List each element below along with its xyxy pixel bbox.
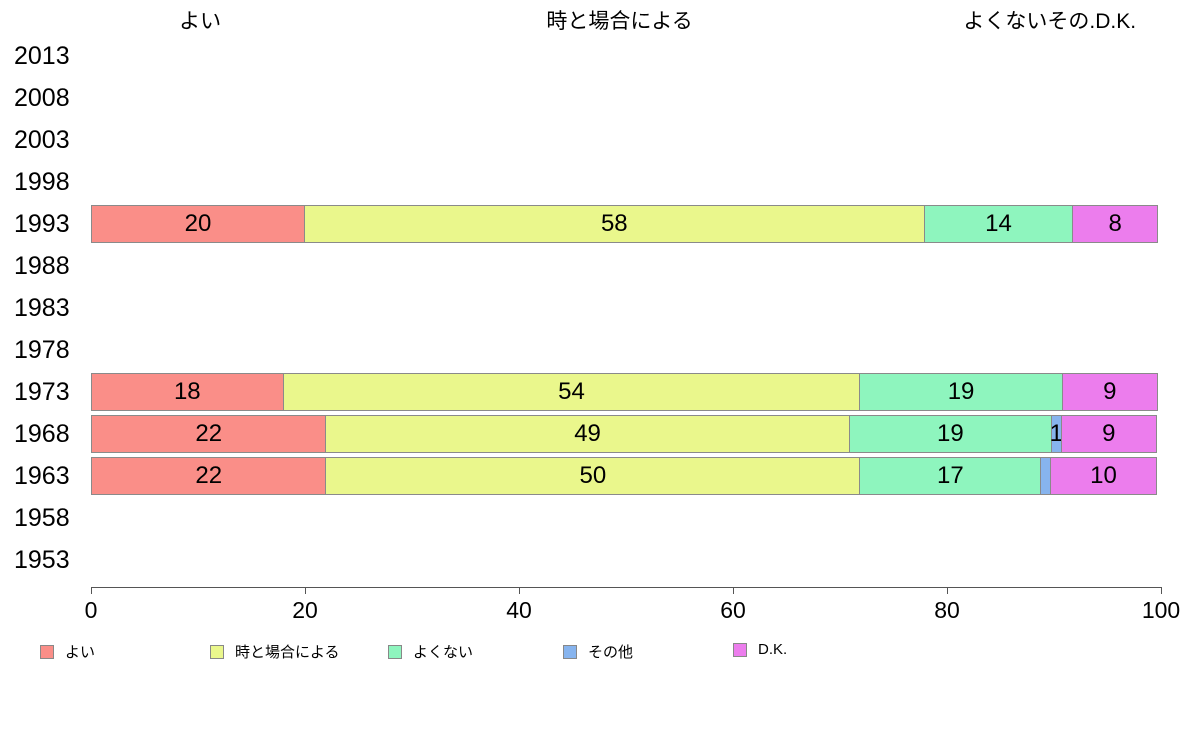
x-tick-label: 100 <box>1141 597 1181 623</box>
legend-swatch <box>733 642 747 657</box>
bar-segment: 49 <box>325 415 850 453</box>
legend-label: よい <box>65 644 96 661</box>
segment-value: 54 <box>558 378 585 405</box>
bar-segment: 20 <box>91 205 305 243</box>
bar-segment: 8 <box>1072 205 1158 243</box>
column-header: 時と場合による <box>546 10 693 33</box>
year-label: 2008 <box>14 84 70 112</box>
segment-value: 50 <box>579 462 607 489</box>
year-label: 1963 <box>14 462 70 490</box>
bar-segment: 22 <box>91 457 327 495</box>
column-header: よくないその.D.K. <box>963 10 1137 33</box>
year-label: 1993 <box>14 210 70 238</box>
x-axis-line <box>91 587 1161 588</box>
year-label: 1968 <box>14 420 70 448</box>
segment-value: 19 <box>936 420 964 447</box>
segment-value: 19 <box>947 378 975 405</box>
bar-row: 20 58 14 8 <box>91 205 1161 243</box>
bar-segment: 9 <box>1061 373 1158 411</box>
bar-segment: 14 <box>923 205 1074 243</box>
year-label: 2003 <box>14 126 70 154</box>
plot-area: 20 58 14 8 18 54 19 9 22 49 19 1 9 22 50 17 10 <box>91 35 1161 581</box>
bar-segment: 18 <box>91 373 284 411</box>
x-axis: 0 20 40 60 80 100 <box>85 587 1180 627</box>
bar-segment: 10 <box>1049 457 1157 495</box>
legend-label: その他 <box>588 644 634 661</box>
legend-swatch <box>210 644 224 659</box>
legend-item: その他 <box>563 641 633 662</box>
segment-value: 1 <box>1049 420 1064 447</box>
legend-swatch <box>388 644 402 659</box>
x-tick-label: 40 <box>506 597 532 623</box>
legend-swatch <box>563 644 577 659</box>
bar-segment: 19 <box>848 415 1052 453</box>
bar-segment: 58 <box>304 205 925 243</box>
segment-value: 9 <box>1102 420 1116 447</box>
legend-item: よくない <box>388 641 473 662</box>
bar-row: 18 54 19 9 <box>91 373 1161 411</box>
bar-segment: 54 <box>282 373 861 411</box>
year-label: 1953 <box>14 546 70 574</box>
x-tick-label: 60 <box>720 597 746 623</box>
segment-value: 58 <box>600 210 628 237</box>
legend-label: 時と場合による <box>235 644 340 661</box>
bar-row: 22 50 17 10 <box>91 457 1161 495</box>
year-label: 1958 <box>14 504 70 532</box>
year-label: 1978 <box>14 336 70 364</box>
segment-value: 14 <box>985 210 1012 237</box>
bar-segment: 22 <box>91 415 327 453</box>
year-label: 1988 <box>14 252 70 280</box>
year-label: 2013 <box>14 42 70 70</box>
legend-item: D.K. <box>733 641 787 658</box>
legend-item: 時と場合による <box>210 641 340 662</box>
x-tick-label: 0 <box>84 597 98 623</box>
segment-value: 8 <box>1108 210 1122 237</box>
bar-segment: 9 <box>1060 415 1157 453</box>
x-tick-mark <box>1161 587 1162 594</box>
segment-value: 10 <box>1090 462 1117 489</box>
segment-value: 49 <box>574 420 601 447</box>
bar-row: 22 49 19 1 9 <box>91 415 1161 453</box>
legend-label: よくない <box>413 644 474 661</box>
segment-value: 18 <box>173 378 201 405</box>
segment-value: 20 <box>184 210 212 237</box>
legend-item: よい <box>40 641 95 662</box>
x-tick-mark <box>91 587 92 594</box>
x-tick-mark <box>733 587 734 594</box>
segment-value: 22 <box>195 420 223 447</box>
x-tick-mark <box>947 587 948 594</box>
segment-value: 22 <box>195 462 223 489</box>
bar-segment: 50 <box>325 457 861 495</box>
x-tick-label: 80 <box>934 597 960 623</box>
segment-value: 9 <box>1103 378 1117 405</box>
column-header: よい <box>179 10 222 33</box>
x-tick-mark <box>305 587 306 594</box>
x-tick-mark <box>519 587 520 594</box>
segment-value: 17 <box>936 462 964 489</box>
bar-segment: 17 <box>859 457 1042 495</box>
x-tick-label: 20 <box>292 597 318 623</box>
year-label: 1998 <box>14 168 70 196</box>
bar-segment: 19 <box>859 373 1063 411</box>
legend-label: D.K. <box>758 641 788 658</box>
year-label: 1983 <box>14 294 70 322</box>
year-label: 1973 <box>14 378 70 406</box>
legend-swatch <box>40 644 54 659</box>
